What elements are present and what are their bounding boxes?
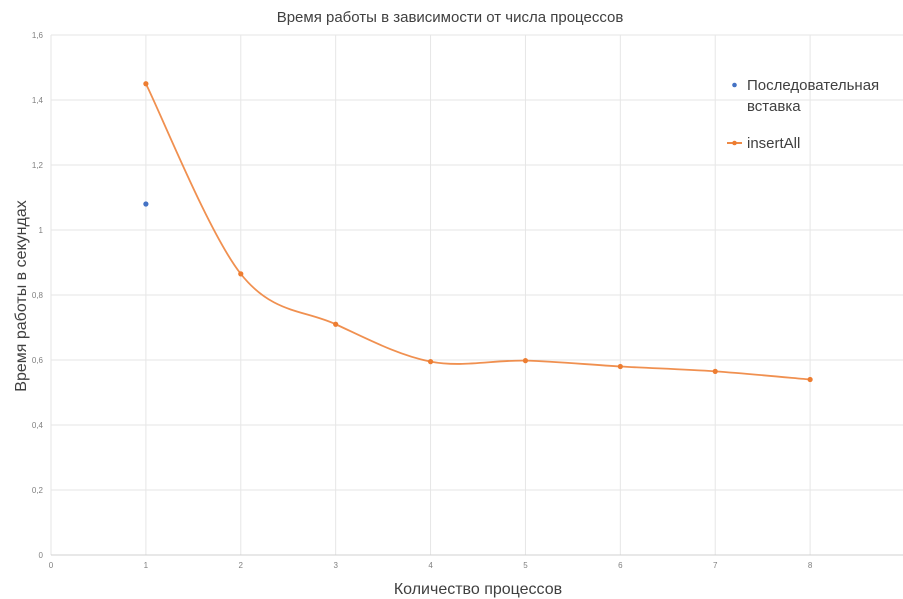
y-tick-label: 0 <box>39 551 44 560</box>
x-tick-label: 6 <box>618 561 623 570</box>
x-tick-label: 0 <box>49 561 54 570</box>
y-tick-label: 1,2 <box>32 161 44 170</box>
legend-marker <box>732 140 737 146</box>
data-point <box>617 363 623 370</box>
x-tick-label: 7 <box>713 561 718 570</box>
tick-labels: 00,20,40,60,811,21,41,60123456789 <box>32 31 903 570</box>
legend-item: Последовательная вставка <box>732 77 879 115</box>
x-tick-label: 4 <box>428 561 433 570</box>
data-point <box>712 368 718 374</box>
x-tick-label: 3 <box>333 561 338 570</box>
legend-label: insertAll <box>747 135 800 152</box>
y-tick-label: 0,8 <box>32 291 44 300</box>
x-tick-label: 5 <box>523 561 528 570</box>
data-point <box>333 321 339 327</box>
series-1 <box>143 81 813 383</box>
x-axis-label: Количество процессов <box>394 581 562 598</box>
chart-title: Время работы в зависимости от числа проц… <box>277 9 624 26</box>
x-tick-label: 8 <box>808 561 813 570</box>
legend-item: insertAll <box>727 135 800 152</box>
y-tick-label: 1,4 <box>32 96 44 105</box>
data-point <box>427 359 434 365</box>
gridlines <box>50 34 903 556</box>
y-axis-label: Время работы в секундах <box>13 200 30 391</box>
x-tick-label: 1 <box>144 561 149 570</box>
series-0 <box>143 201 149 207</box>
data-point <box>143 201 149 207</box>
data-point <box>238 271 244 277</box>
y-tick-label: 0,6 <box>32 356 44 365</box>
legend-label: вставка <box>747 98 801 115</box>
legend-label: Последовательная <box>747 77 879 94</box>
y-tick-label: 1 <box>39 226 44 235</box>
x-tick-label: 2 <box>239 561 244 570</box>
series-group <box>143 81 813 383</box>
y-tick-label: 0,4 <box>32 421 44 430</box>
y-tick-label: 0,2 <box>32 486 44 495</box>
series-line <box>145 83 811 381</box>
data-point <box>522 358 529 364</box>
data-point <box>807 376 813 383</box>
data-point <box>143 81 149 87</box>
legend-marker <box>732 82 737 88</box>
legend: Последовательная вставка insertAll <box>727 77 879 152</box>
y-tick-label: 1,6 <box>32 31 44 40</box>
